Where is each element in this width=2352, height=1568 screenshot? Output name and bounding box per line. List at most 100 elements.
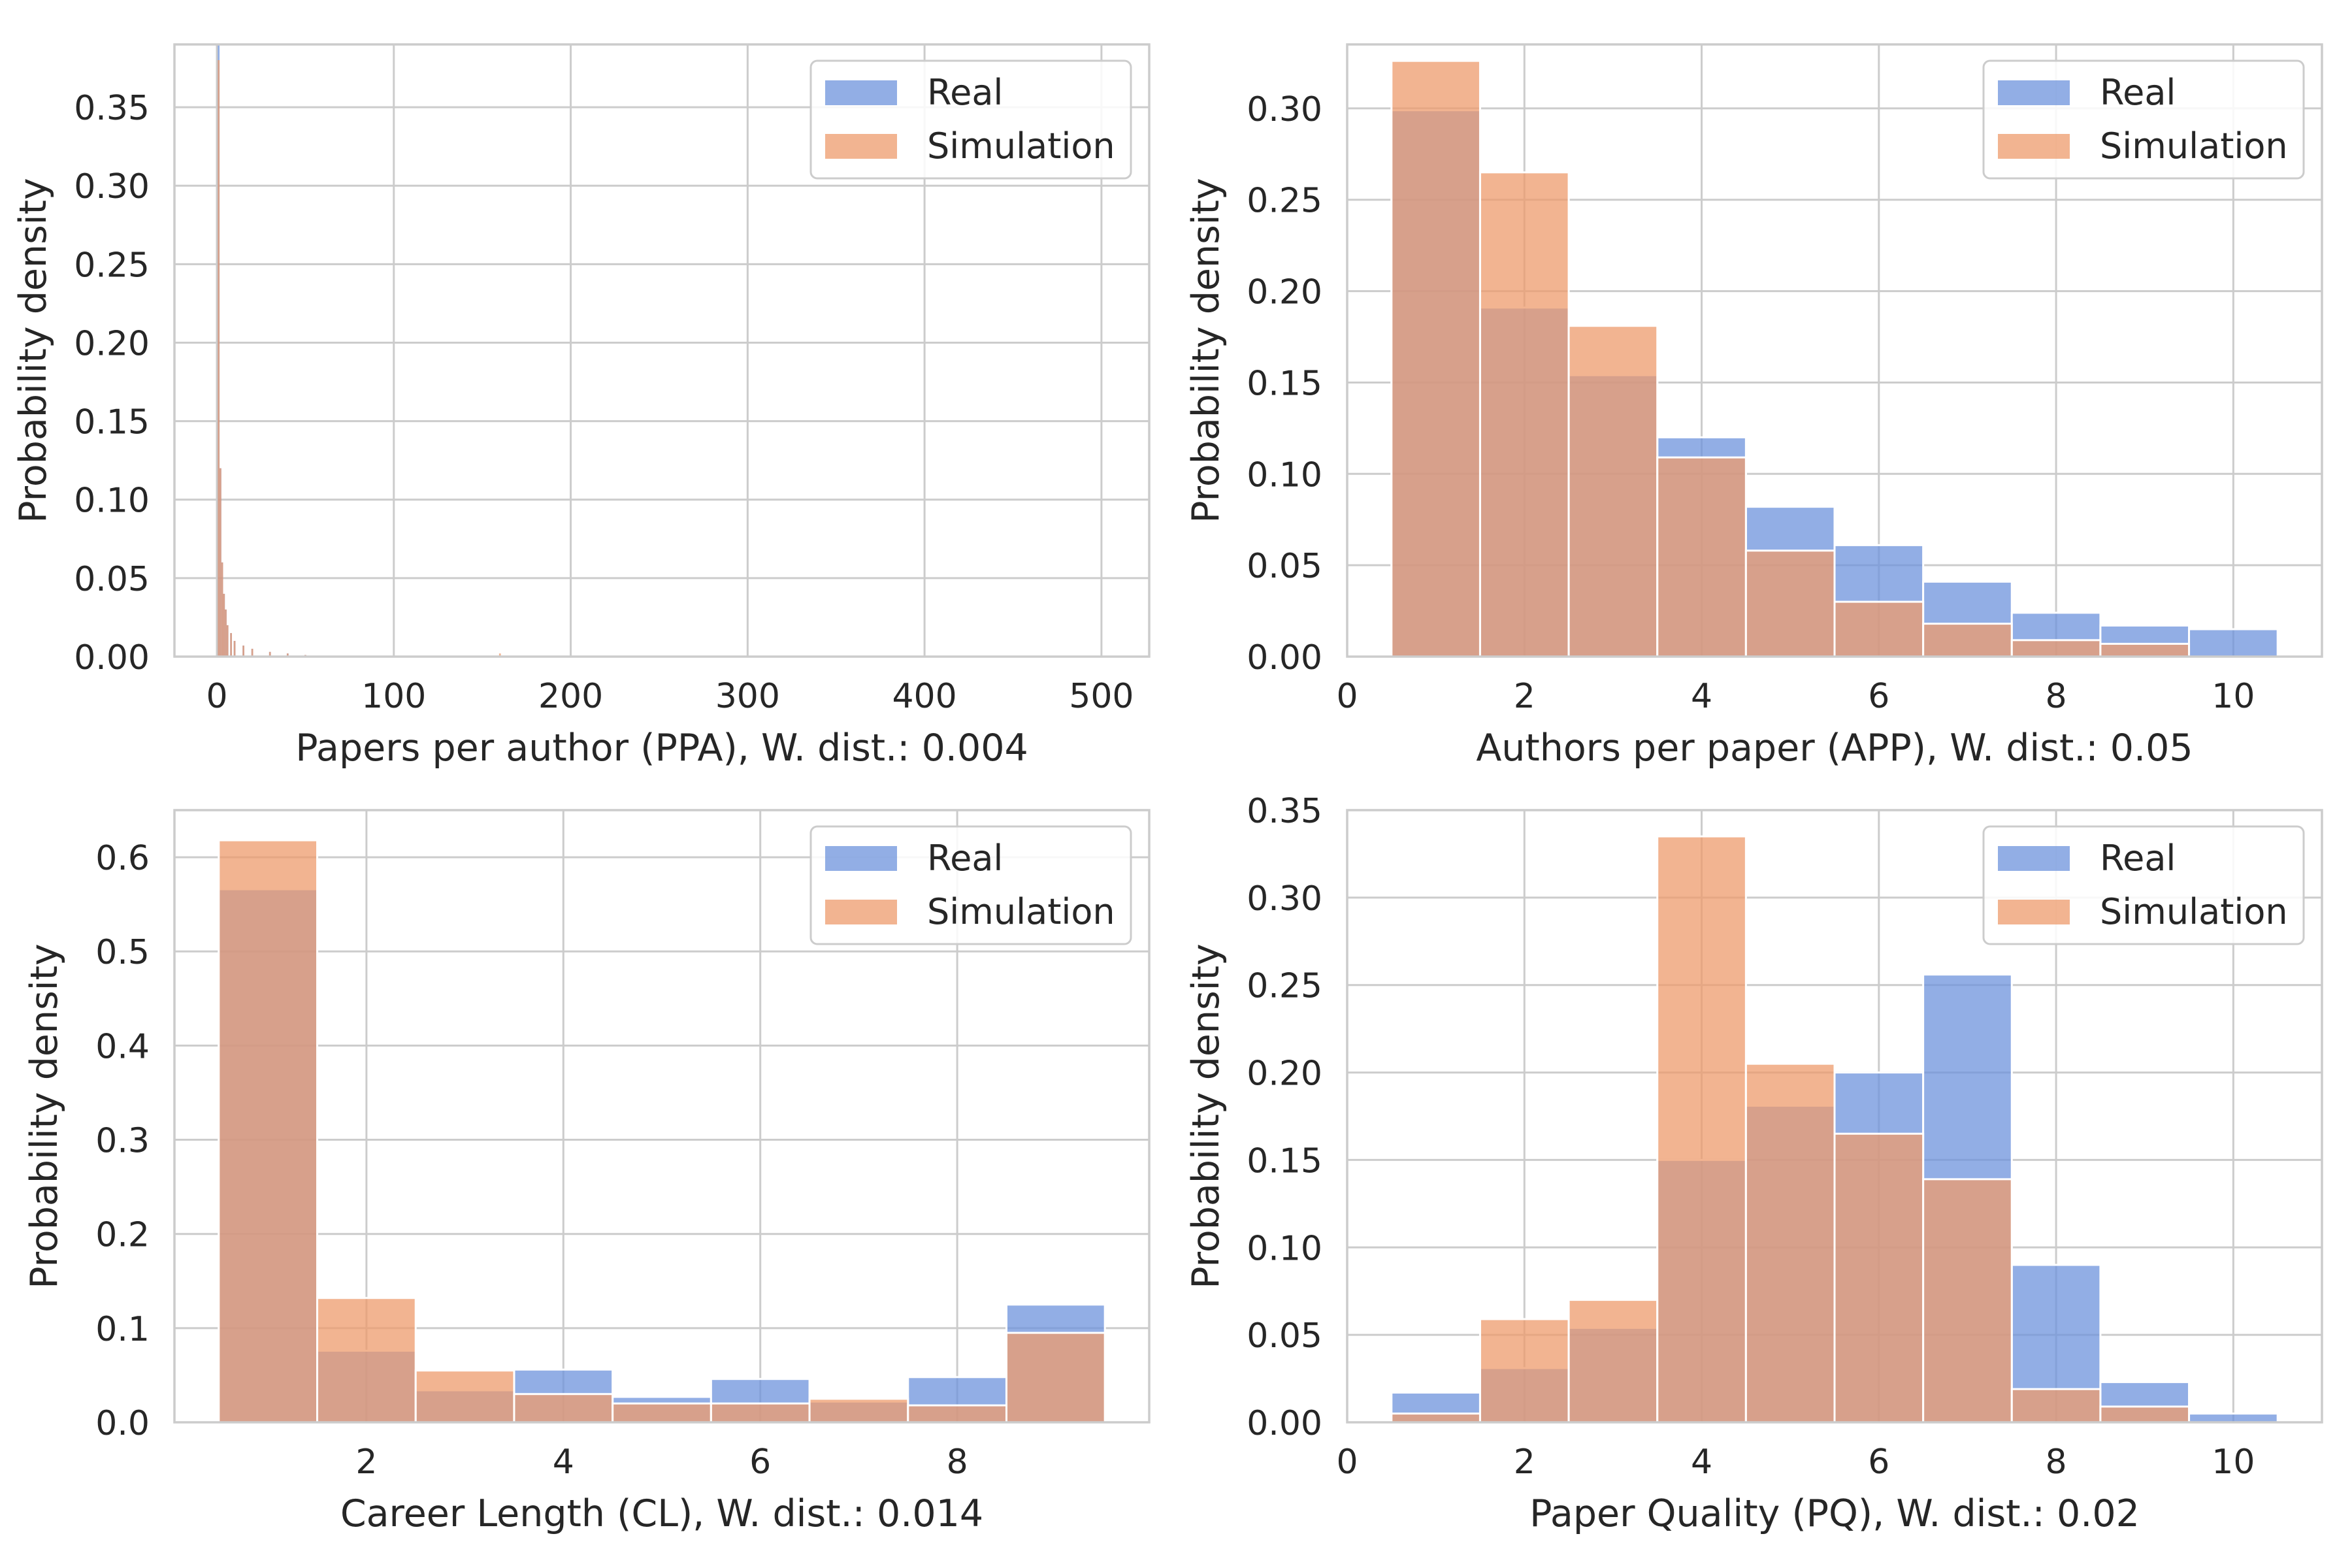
y-tick-label: 0.30 bbox=[74, 167, 150, 206]
y-tick-label: 0.2 bbox=[95, 1216, 150, 1255]
y-axis-label: Probability density bbox=[1184, 943, 1228, 1288]
x-tick-label: 100 bbox=[361, 677, 426, 716]
x-axis-label: Career Length (CL), W. dist.: 0.014 bbox=[340, 1492, 983, 1535]
x-tick-label: 2 bbox=[1514, 1443, 1535, 1482]
y-tick-label: 0.00 bbox=[74, 638, 150, 678]
legend-swatch-simulation bbox=[825, 134, 897, 159]
x-tick-label: 6 bbox=[1868, 1443, 1889, 1482]
legend-swatch-real bbox=[1998, 80, 2070, 105]
bar-simulation bbox=[269, 651, 271, 657]
plot-frame bbox=[173, 43, 1151, 658]
y-tick-label: 0.10 bbox=[1247, 1229, 1322, 1268]
bar-simulation bbox=[1567, 1299, 1659, 1422]
legend: Real Simulation bbox=[809, 825, 1132, 945]
bar-simulation bbox=[218, 60, 220, 657]
x-tick-label: 6 bbox=[1868, 677, 1889, 716]
y-tick-label: 0.4 bbox=[95, 1027, 150, 1066]
x-tick-label: 0 bbox=[206, 677, 227, 716]
y-tick-label: 0.1 bbox=[95, 1310, 150, 1349]
bar-simulation bbox=[2010, 1388, 2102, 1422]
bar-simulation bbox=[233, 640, 236, 657]
x-tick-label: 4 bbox=[1691, 677, 1712, 716]
bar-simulation bbox=[710, 1402, 811, 1422]
y-tick-label: 0.30 bbox=[1247, 90, 1322, 129]
bars bbox=[1390, 59, 2279, 657]
y-tick-label: 0.20 bbox=[1247, 273, 1322, 312]
legend-swatch-simulation bbox=[1998, 134, 2070, 159]
bar-simulation bbox=[1922, 623, 2013, 657]
y-tick-label: 0.6 bbox=[95, 839, 150, 878]
bar-simulation bbox=[230, 632, 233, 657]
legend-label-real: Real bbox=[2100, 838, 2176, 879]
x-tick-label: 2 bbox=[355, 1443, 377, 1482]
legend-swatch-real bbox=[1998, 846, 2070, 871]
legend-label-real: Real bbox=[2100, 72, 2176, 113]
x-axis-label: Authors per paper (APP), W. dist.: 0.05 bbox=[1476, 727, 2193, 770]
bar-simulation bbox=[2099, 642, 2191, 657]
bars bbox=[218, 44, 501, 657]
bar-simulation bbox=[242, 645, 244, 657]
bar-simulation bbox=[1744, 549, 1836, 657]
legend: Real Simulation bbox=[809, 59, 1132, 180]
bar-simulation bbox=[221, 562, 223, 657]
plot-frame bbox=[173, 809, 1151, 1424]
bar-simulation bbox=[1833, 600, 1925, 657]
plot-frame bbox=[1346, 809, 2323, 1424]
bar-simulation bbox=[218, 839, 319, 1422]
bar-simulation bbox=[2099, 1405, 2191, 1422]
x-tick-label: 400 bbox=[892, 677, 956, 716]
bar-real bbox=[2188, 1413, 2279, 1422]
y-tick-label: 0.05 bbox=[1247, 547, 1322, 586]
legend-swatch-simulation bbox=[1998, 900, 2070, 924]
chart-panel-1: 0 100 200 300 400 500 0.00 0.05 0.10 0.15 0.20 0.25… bbox=[12, 43, 1151, 770]
x-tick-label: 8 bbox=[947, 1443, 968, 1482]
y-axis-label: Probability density bbox=[23, 943, 66, 1288]
y-tick-label: 0.35 bbox=[1247, 792, 1322, 831]
bar-simulation bbox=[1478, 1318, 1570, 1422]
y-tick-label: 0.25 bbox=[1247, 967, 1322, 1006]
bar-simulation bbox=[2010, 639, 2102, 657]
bar-simulation bbox=[286, 653, 289, 657]
legend-swatch-simulation bbox=[825, 900, 897, 924]
bar-simulation bbox=[1390, 1413, 1481, 1422]
bar-simulation bbox=[612, 1402, 712, 1422]
x-tick-label: 8 bbox=[2046, 1443, 2067, 1482]
legend-label-simulation: Simulation bbox=[2100, 125, 2288, 167]
y-tick-label: 0.0 bbox=[95, 1404, 150, 1443]
y-tick-label: 0.10 bbox=[74, 482, 150, 521]
bar-simulation bbox=[1744, 1062, 1836, 1422]
legend-swatch-real bbox=[825, 80, 897, 105]
legend-label-real: Real bbox=[927, 72, 1003, 113]
y-tick-label: 0.30 bbox=[1247, 879, 1322, 919]
bar-simulation bbox=[513, 1393, 614, 1422]
x-tick-label: 300 bbox=[715, 677, 780, 716]
legend-label-simulation: Simulation bbox=[927, 891, 1115, 932]
bar-simulation bbox=[907, 1404, 1007, 1422]
bar-simulation bbox=[1567, 325, 1659, 657]
y-tick-label: 0.00 bbox=[1247, 1404, 1322, 1443]
y-tick-label: 0.00 bbox=[1247, 638, 1322, 678]
bar-simulation bbox=[223, 593, 225, 657]
y-tick-label: 0.5 bbox=[95, 933, 150, 972]
y-tick-label: 0.25 bbox=[1247, 182, 1322, 221]
bar-simulation bbox=[414, 1369, 515, 1422]
legend-label-simulation: Simulation bbox=[2100, 891, 2288, 932]
bar-real bbox=[2188, 628, 2279, 657]
chart-panel-3: 2 4 6 8 0.0 0.1 0.2 0.3 0.4 0.5 0.6 Career Length (… bbox=[23, 809, 1151, 1535]
x-tick-label: 4 bbox=[1691, 1443, 1712, 1482]
y-tick-label: 0.15 bbox=[1247, 364, 1322, 403]
y-tick-label: 0.05 bbox=[74, 560, 150, 599]
legend-label-simulation: Simulation bbox=[927, 125, 1115, 167]
y-tick-label: 0.10 bbox=[1247, 455, 1322, 495]
y-axis-label: Probability density bbox=[1184, 178, 1228, 523]
x-axis-label: Papers per author (PPA), W. dist.: 0.004 bbox=[295, 727, 1028, 770]
y-tick-label: 0.15 bbox=[74, 403, 150, 442]
x-tick-label: 500 bbox=[1069, 677, 1134, 716]
x-tick-label: 0 bbox=[1336, 1443, 1358, 1482]
chart-panel-2: 0 2 4 6 8 10 0.00 0.05 0.10 0.15 0.20 0.25 0.30 Autho… bbox=[1184, 43, 2323, 770]
x-tick-label: 10 bbox=[2212, 677, 2255, 716]
y-tick-label: 0.35 bbox=[74, 89, 150, 128]
y-tick-label: 0.05 bbox=[1247, 1316, 1322, 1356]
x-tick-label: 2 bbox=[1514, 677, 1535, 716]
